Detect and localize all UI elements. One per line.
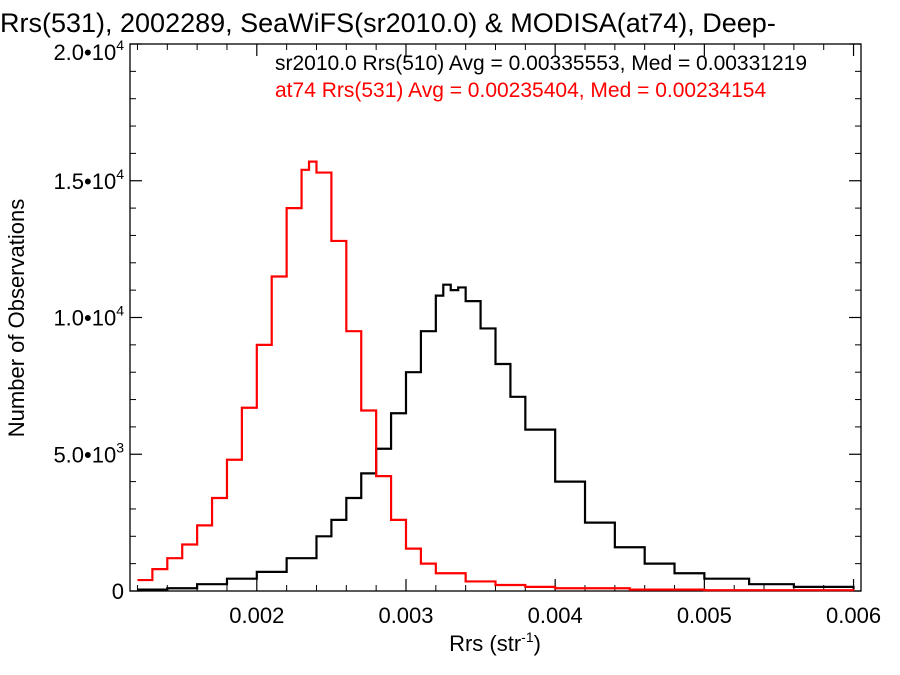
legend-entry-black: sr2010.0 Rrs(510) Avg = 0.00335553, Med … (275, 52, 807, 75)
series-line-0 (137, 283, 855, 591)
y-tick-label: 1.0•104 (53, 303, 124, 331)
y-axis-label: Number of Observations (4, 199, 29, 437)
y-tick-label: 1.5•104 (53, 166, 124, 194)
plot-frame (129, 43, 862, 592)
x-tick-label: 0.005 (677, 603, 732, 628)
series-layer (137, 160, 855, 592)
y-tick-label: 0 (112, 579, 124, 604)
x-tick-label: 0.002 (229, 603, 284, 628)
y-tick-label: 2.0•104 (53, 37, 124, 65)
series-line-1 (137, 160, 855, 592)
x-axis-label: Rrs (str-1) (449, 629, 541, 656)
y-axis: 0 5.0•103 1.0•104 1.5•104 2.0•104 (53, 37, 861, 604)
y-tick-label: 5.0•103 (53, 439, 124, 467)
chart-title: Rrs(531), 2002289, SeaWiFS(sr2010.0) & M… (0, 8, 776, 38)
x-tick-label: 0.006 (826, 603, 881, 628)
x-axis: 0.002 0.003 0.004 0.005 0.006 (136, 44, 881, 628)
legend-entry-red: at74 Rrs(531) Avg = 0.00235404, Med = 0.… (275, 79, 766, 102)
x-tick-label: 0.003 (378, 603, 433, 628)
x-tick-label: 0.004 (528, 603, 583, 628)
